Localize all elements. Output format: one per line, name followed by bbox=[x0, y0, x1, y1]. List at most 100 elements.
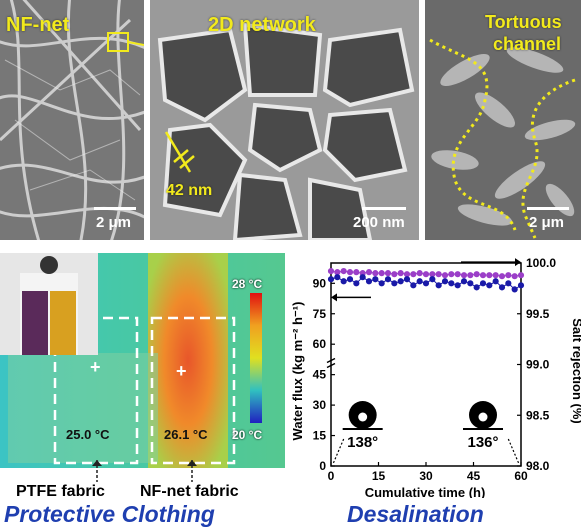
data-point bbox=[454, 282, 461, 289]
y-left-tick-label: 0 bbox=[319, 459, 326, 473]
data-point bbox=[334, 269, 341, 276]
data-point bbox=[359, 274, 366, 281]
data-point bbox=[346, 276, 354, 283]
data-point bbox=[441, 278, 449, 285]
scale-label: 200 nm bbox=[353, 214, 405, 231]
contact-angle-label: 138° bbox=[347, 434, 378, 451]
colorbar-max-label: 28 °C bbox=[232, 277, 263, 291]
data-point bbox=[435, 282, 442, 289]
data-point bbox=[454, 271, 461, 278]
data-point bbox=[505, 280, 512, 287]
protective-clothing-title: Protective Clothing bbox=[4, 501, 215, 527]
data-point bbox=[334, 274, 341, 281]
data-point bbox=[517, 272, 525, 279]
data-point bbox=[492, 278, 499, 285]
y-right-tick-label: 99.0 bbox=[526, 358, 550, 372]
tortuous-label-line2: channel bbox=[493, 34, 562, 54]
data-point bbox=[353, 269, 360, 276]
data-point bbox=[492, 272, 499, 279]
angle-pointer bbox=[332, 438, 345, 465]
data-point bbox=[479, 272, 487, 279]
data-point bbox=[435, 271, 442, 278]
data-point bbox=[429, 276, 436, 283]
data-point bbox=[460, 278, 468, 285]
nf-net-micrograph bbox=[0, 0, 144, 240]
2d-network-micrograph bbox=[150, 0, 419, 240]
data-point bbox=[473, 284, 480, 291]
y-right-tick-label: 100.0 bbox=[526, 256, 556, 270]
data-point bbox=[511, 286, 518, 293]
nf-net-label: NF-net bbox=[6, 14, 70, 36]
y-left-tick-label: 60 bbox=[313, 337, 327, 351]
svg-text:+: + bbox=[90, 357, 101, 377]
droplet-highlight bbox=[478, 412, 488, 422]
data-point bbox=[365, 269, 373, 276]
data-point bbox=[448, 280, 455, 287]
data-point bbox=[460, 272, 468, 279]
data-point bbox=[416, 270, 423, 277]
colorbar-min-label: 20 °C bbox=[232, 428, 263, 442]
ptfe-fabric-label: PTFE fabric bbox=[16, 483, 105, 500]
data-point bbox=[391, 271, 398, 278]
data-point bbox=[498, 273, 506, 280]
data-point bbox=[410, 282, 417, 289]
x-tick-label: 30 bbox=[419, 469, 433, 483]
sem-panel-2d-network: 2D network 42 nm 200 nm bbox=[150, 0, 419, 240]
data-point bbox=[403, 271, 411, 278]
droplet-highlight bbox=[358, 412, 368, 422]
data-point bbox=[365, 278, 373, 285]
data-point bbox=[372, 276, 379, 283]
data-point bbox=[403, 276, 411, 283]
data-point bbox=[441, 272, 449, 279]
data-point bbox=[384, 276, 392, 283]
x-tick-label: 45 bbox=[467, 469, 481, 483]
y-left-tick-label: 90 bbox=[313, 276, 327, 290]
fabric-arrows bbox=[92, 460, 197, 482]
scale-label: 2 μm bbox=[529, 214, 565, 231]
data-point bbox=[378, 270, 385, 277]
clothing-photo-inset bbox=[0, 253, 98, 355]
tortuous-micrograph bbox=[425, 0, 581, 240]
nf-net-temperature: 26.1 °C bbox=[164, 427, 208, 442]
data-point bbox=[416, 278, 423, 285]
x-axis-label: Cumulative time (h) bbox=[365, 485, 486, 498]
tortuous-label-line1: Tortuous bbox=[485, 12, 562, 32]
data-point bbox=[410, 271, 417, 278]
contact-angle-label: 136° bbox=[467, 434, 498, 451]
data-point bbox=[429, 271, 436, 278]
nf-net-fabric-label: NF-net fabric bbox=[140, 483, 239, 500]
colorbar bbox=[250, 293, 262, 423]
axis-break-mark bbox=[326, 357, 336, 364]
y-left-tick-label: 75 bbox=[313, 307, 327, 321]
x-tick-label: 60 bbox=[514, 469, 528, 483]
data-point bbox=[486, 272, 493, 279]
data-point bbox=[422, 280, 430, 287]
desalination-chart: Water flux (kg m⁻² h⁻¹) Salt rejection (… bbox=[290, 256, 581, 498]
x-tick-label: 0 bbox=[328, 469, 335, 483]
data-point bbox=[378, 280, 385, 287]
y-right-tick-label: 98.0 bbox=[526, 459, 550, 473]
y-left-tick-label: 15 bbox=[313, 429, 327, 443]
data-point bbox=[346, 269, 354, 276]
x-tick-label: 15 bbox=[372, 469, 386, 483]
data-point bbox=[372, 270, 379, 277]
data-point bbox=[340, 278, 347, 285]
data-point bbox=[448, 271, 455, 278]
data-point bbox=[517, 282, 525, 289]
y-right-tick-label: 99.5 bbox=[526, 307, 550, 321]
data-point bbox=[486, 282, 493, 289]
data-point bbox=[397, 278, 404, 285]
y-left-tick-label: 45 bbox=[313, 368, 327, 382]
data-point bbox=[467, 280, 474, 287]
data-point bbox=[327, 276, 335, 283]
data-point bbox=[340, 268, 347, 275]
svg-text:+: + bbox=[176, 361, 187, 381]
sem-panel-tortuous: Tortuous channel 2 μm bbox=[425, 0, 581, 240]
left-axis-arrowhead bbox=[331, 293, 337, 302]
data-point bbox=[479, 280, 487, 287]
thermal-image-panel: + + 28 °C 20 °C 25.0 °C 26.1 °C bbox=[0, 253, 285, 468]
data-point bbox=[473, 271, 480, 278]
thermal-image: + + bbox=[0, 253, 285, 468]
y-left-axis-label: Water flux (kg m⁻² h⁻¹) bbox=[290, 302, 305, 441]
y-left-tick-label: 30 bbox=[313, 398, 327, 412]
